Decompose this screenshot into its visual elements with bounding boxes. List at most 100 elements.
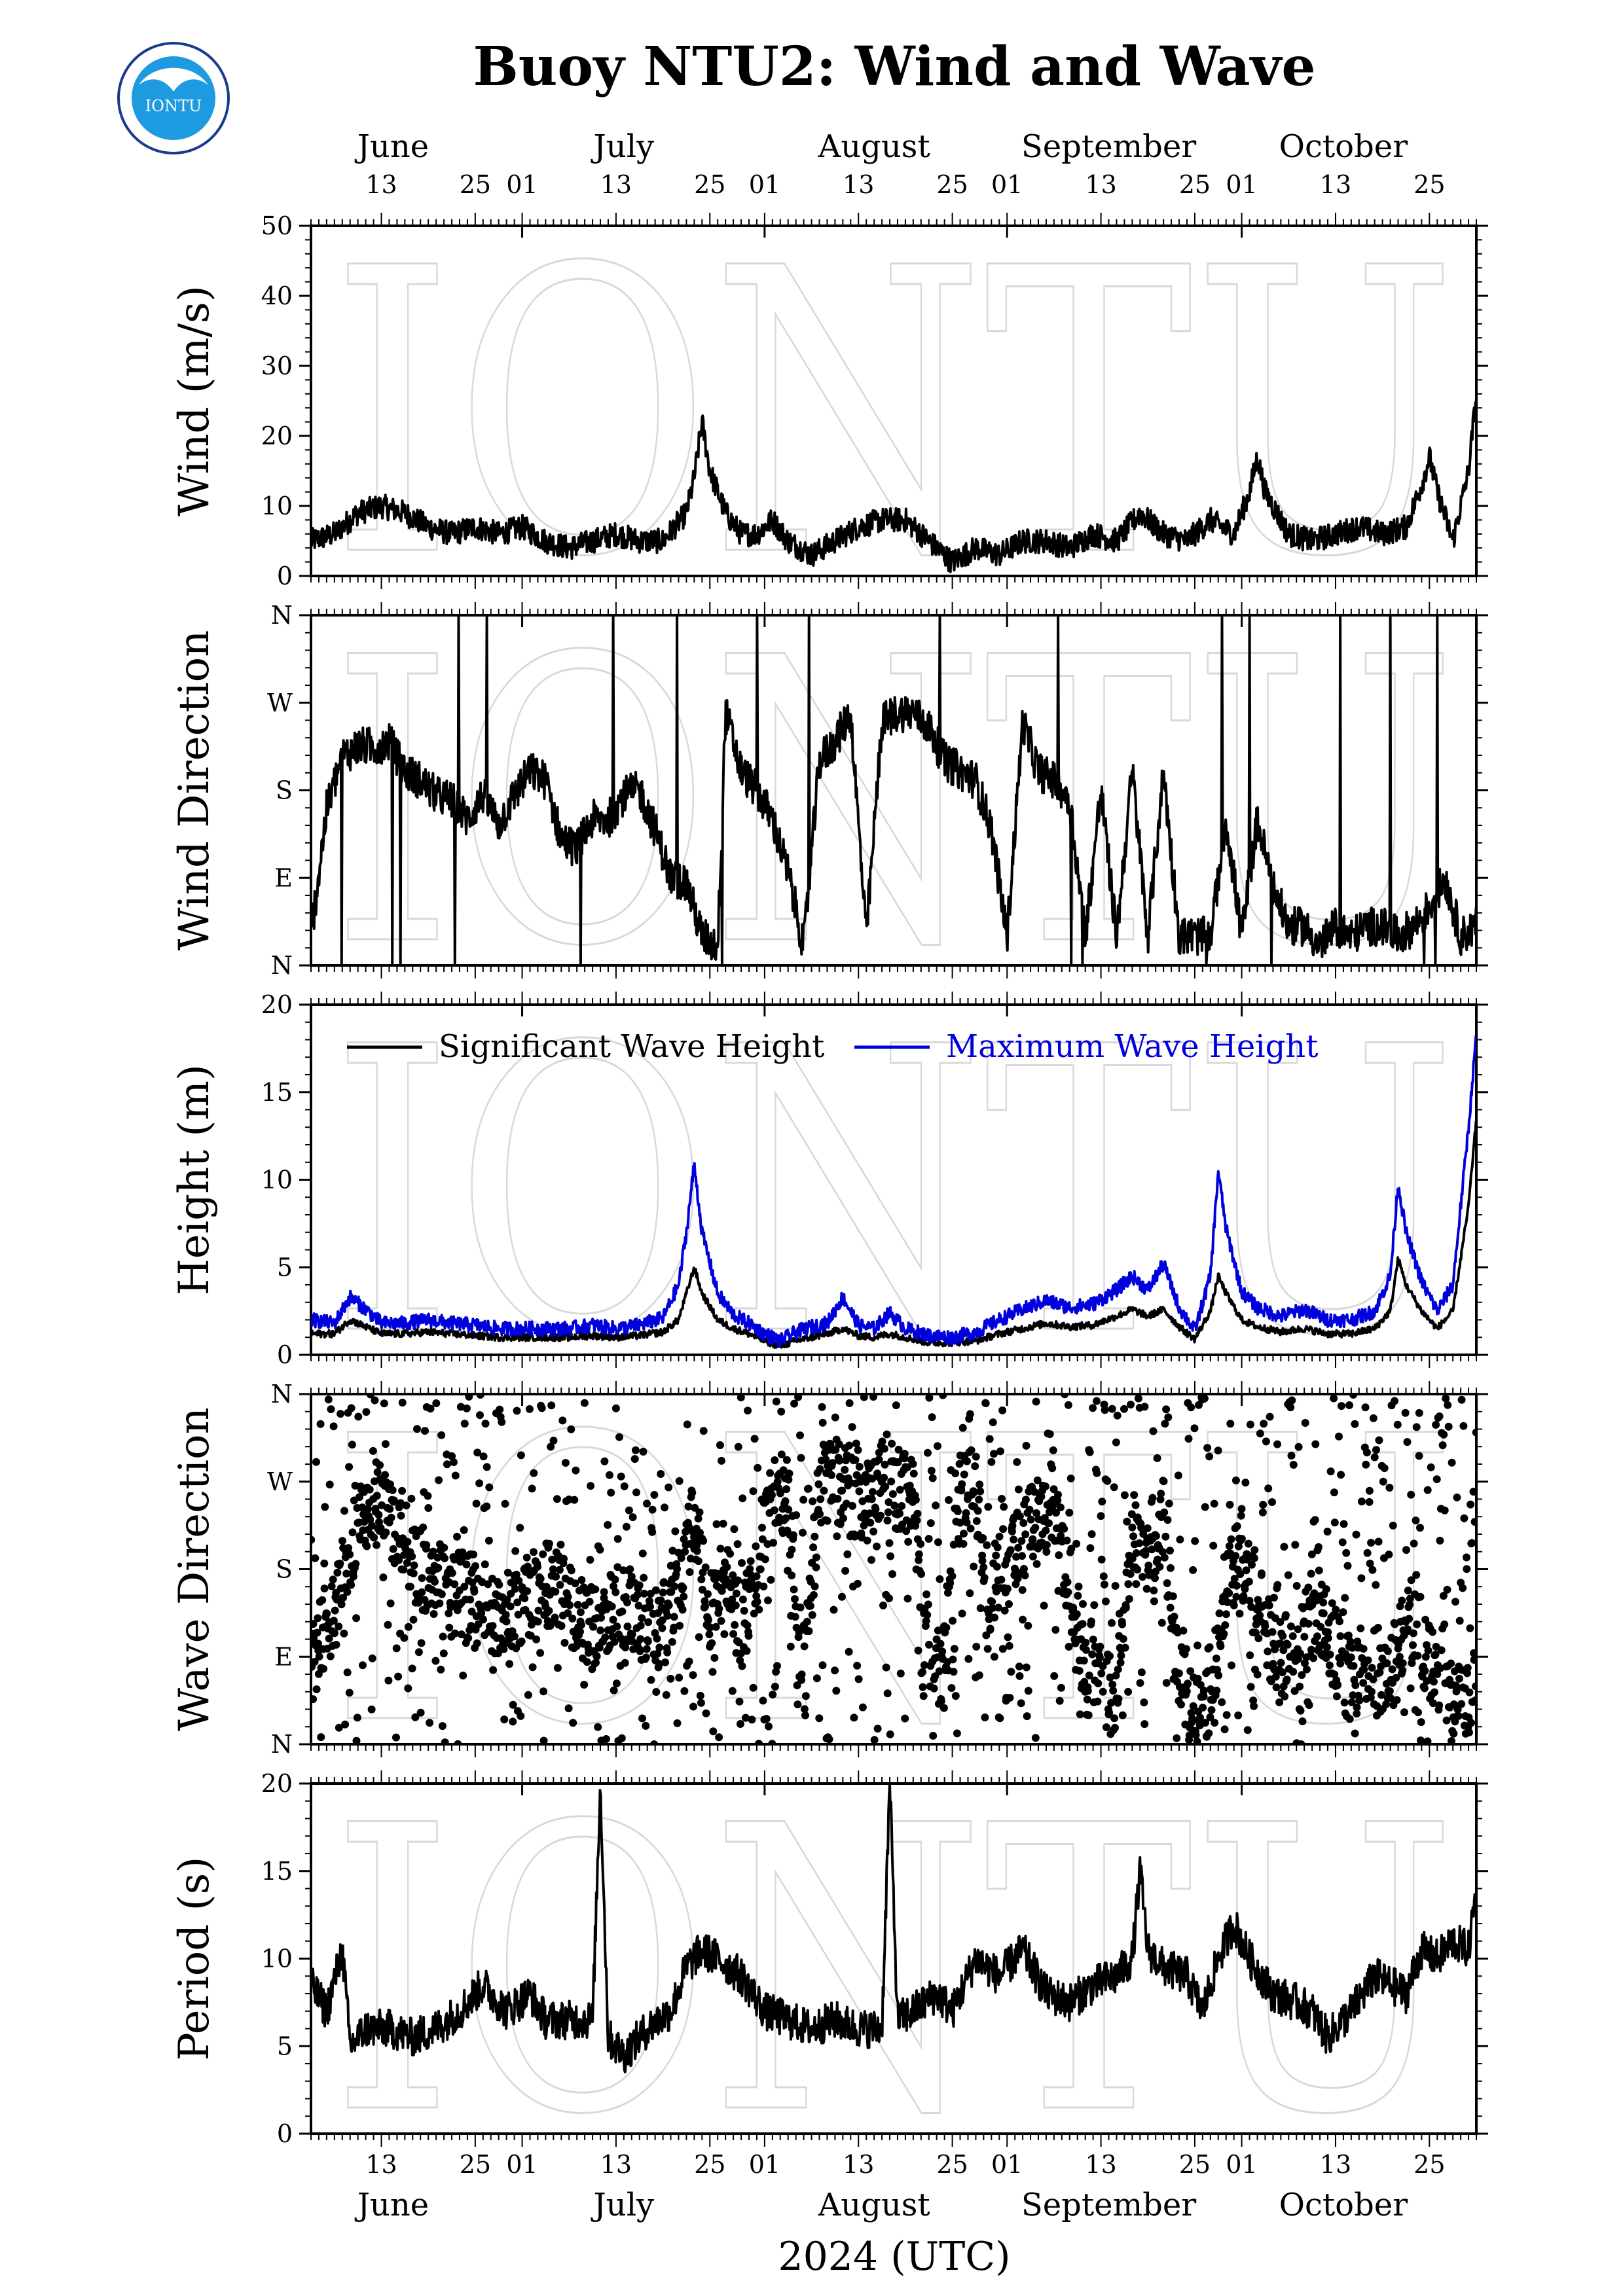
data-point <box>314 1614 322 1623</box>
data-point <box>1409 1641 1417 1649</box>
data-point <box>314 1640 322 1648</box>
data-point <box>472 1499 481 1508</box>
data-point <box>902 1527 911 1535</box>
data-point <box>981 1399 990 1407</box>
data-point <box>567 1425 575 1433</box>
data-point <box>915 1556 923 1564</box>
data-point <box>406 1583 414 1591</box>
data-point <box>831 1413 839 1422</box>
data-point <box>777 1450 786 1459</box>
data-point <box>1061 1394 1069 1399</box>
data-point <box>812 1563 820 1571</box>
data-point <box>1029 1552 1037 1561</box>
y-tick-label: 15 <box>261 1078 293 1107</box>
data-point <box>886 1730 894 1738</box>
data-point <box>708 1639 716 1647</box>
data-point <box>1248 1560 1256 1569</box>
data-point <box>1392 1674 1400 1682</box>
data-point <box>1110 1714 1118 1723</box>
data-point <box>500 1645 508 1653</box>
data-point <box>1112 1672 1120 1679</box>
data-point <box>1436 1664 1445 1672</box>
data-point <box>1072 1539 1081 1548</box>
data-point <box>332 1640 340 1649</box>
data-point <box>962 1518 971 1527</box>
data-point <box>502 1617 511 1626</box>
data-point <box>1454 1712 1463 1720</box>
data-point <box>613 1563 622 1571</box>
data-point <box>816 1510 824 1518</box>
data-point <box>549 1565 557 1573</box>
data-point <box>694 1515 702 1523</box>
data-point <box>962 1509 970 1517</box>
data-point <box>1084 1687 1092 1695</box>
y-tick-label: E <box>274 863 293 892</box>
month-label: July <box>591 128 655 165</box>
data-point <box>1093 1397 1101 1405</box>
data-point <box>367 1705 376 1713</box>
data-point <box>1158 1619 1166 1627</box>
data-point <box>797 1454 805 1462</box>
data-point <box>1348 1643 1357 1652</box>
data-point <box>516 1524 524 1532</box>
data-point <box>1156 1495 1165 1503</box>
data-point <box>1021 1496 1030 1504</box>
data-point <box>339 1594 347 1602</box>
data-point <box>661 1658 669 1666</box>
data-point <box>1283 1640 1292 1649</box>
data-point <box>1130 1491 1139 1499</box>
data-point <box>1100 1580 1108 1588</box>
data-point <box>1451 1598 1459 1606</box>
data-point <box>1277 1659 1285 1667</box>
data-point <box>1111 1723 1119 1732</box>
data-point <box>996 1447 1004 1456</box>
data-point <box>1435 1701 1444 1710</box>
iontu-logo: IONTU <box>117 42 230 154</box>
day-tick-label: 13 <box>1085 170 1116 199</box>
data-point <box>1359 1645 1368 1653</box>
data-point <box>1112 1438 1120 1446</box>
data-point <box>1261 1622 1269 1630</box>
data-point <box>1014 1485 1023 1494</box>
data-point <box>913 1509 922 1518</box>
data-point <box>644 1637 652 1645</box>
data-point <box>1355 1696 1364 1705</box>
data-point <box>704 1590 712 1598</box>
data-point <box>958 1480 966 1488</box>
data-point <box>1297 1740 1305 1744</box>
data-point <box>1060 1524 1068 1533</box>
data-point <box>657 1470 665 1478</box>
data-point <box>496 1405 504 1414</box>
data-point <box>483 1463 491 1471</box>
data-point <box>1442 1716 1451 1725</box>
data-point <box>1063 1578 1072 1587</box>
data-point <box>848 1423 856 1431</box>
data-point <box>395 1556 403 1564</box>
data-point <box>1230 1575 1239 1583</box>
data-point <box>696 1691 704 1700</box>
data-point <box>453 1532 461 1541</box>
data-point <box>1242 1566 1250 1575</box>
data-point <box>437 1431 446 1439</box>
data-point <box>885 1539 894 1547</box>
data-point <box>1093 1469 1101 1477</box>
data-point <box>653 1649 662 1658</box>
data-point <box>583 1658 591 1666</box>
data-point <box>320 1559 329 1568</box>
data-point <box>421 1427 429 1435</box>
data-point <box>520 1594 529 1603</box>
data-point <box>1292 1582 1301 1590</box>
data-point <box>769 1539 777 1547</box>
data-point <box>450 1458 458 1466</box>
data-point <box>630 1455 639 1463</box>
data-point <box>1256 1611 1264 1620</box>
data-point <box>484 1580 492 1588</box>
data-point <box>791 1613 799 1621</box>
data-point <box>418 1574 426 1583</box>
data-point <box>790 1585 798 1594</box>
data-point <box>1369 1414 1377 1422</box>
data-point <box>1322 1585 1330 1593</box>
data-point <box>311 1658 319 1666</box>
day-tick-label: 01 <box>506 170 538 199</box>
